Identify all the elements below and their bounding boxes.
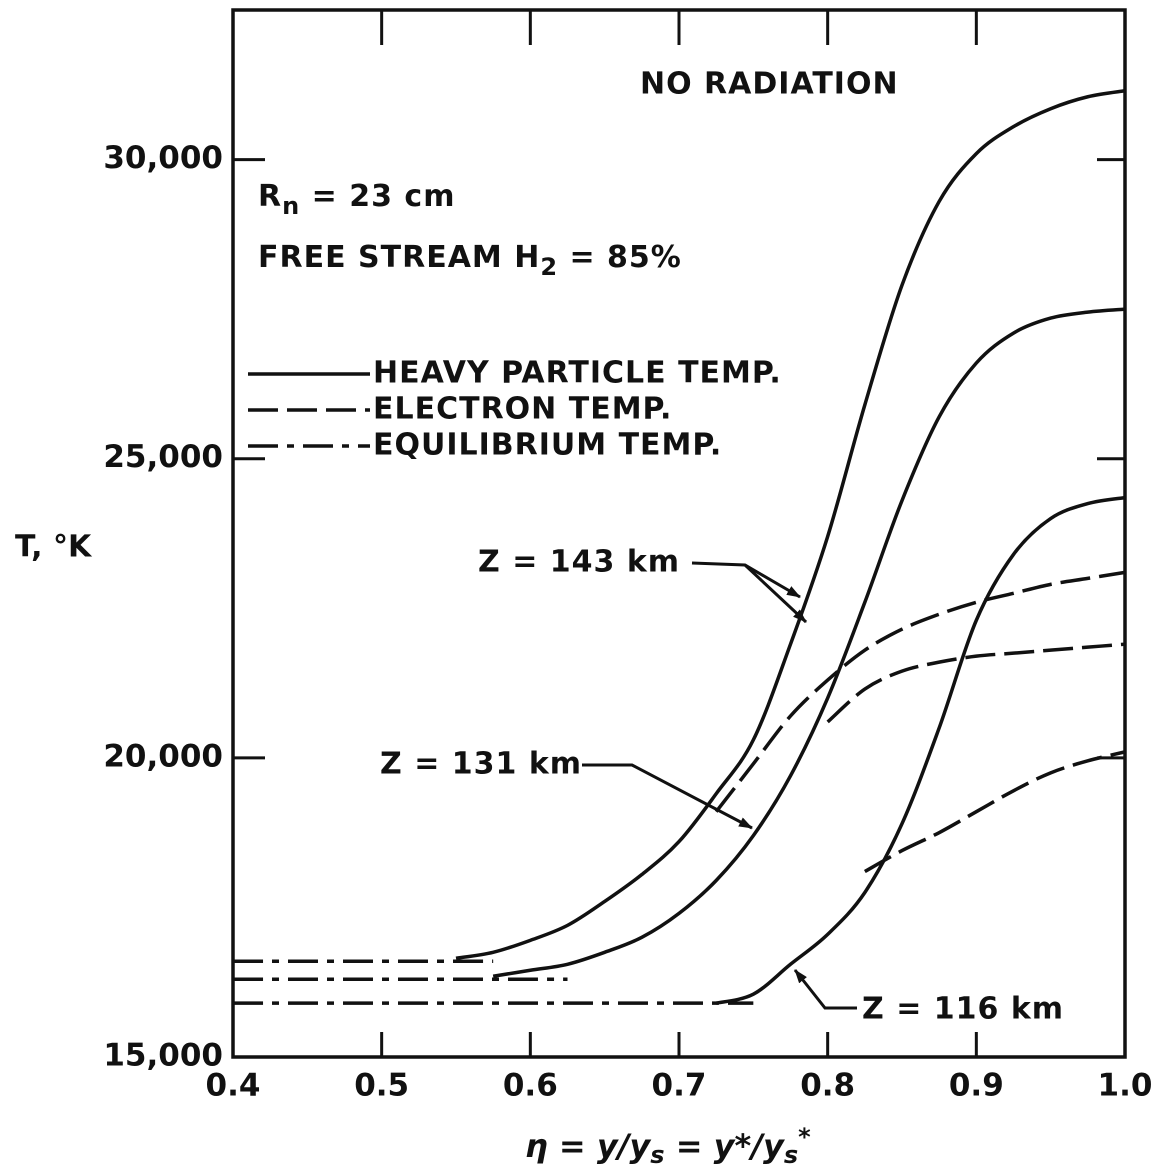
- x-tick-label: 0.5: [354, 1068, 409, 1104]
- arrows: [582, 561, 857, 1010]
- x-tick-label: 1.0: [1098, 1068, 1153, 1104]
- series-line: [455, 89, 1126, 961]
- y-tick-label: 20,000: [103, 738, 223, 774]
- series-line: [492, 307, 1126, 978]
- y-tick-label: 25,000: [103, 439, 223, 475]
- annotation: Rn = 23 cm: [258, 179, 455, 221]
- y-tick-label: 15,000: [103, 1038, 223, 1074]
- annotation: NO RADIATION: [640, 67, 899, 102]
- annotation: Z = 131 km: [380, 747, 582, 782]
- legend-label: ELECTRON TEMP.: [373, 392, 672, 427]
- x-tick-label: 0.6: [503, 1068, 558, 1104]
- annotation: FREE STREAM H2 = 85%: [258, 240, 682, 282]
- series-line: [826, 642, 1126, 724]
- y-axis-label: T, °K: [15, 530, 93, 565]
- series-line: [863, 750, 1126, 874]
- annotation: Z = 116 km: [862, 992, 1064, 1027]
- x-axis-label: η = y/ys = y*/ys*: [525, 1123, 811, 1169]
- x-tick-label: 0.9: [949, 1068, 1004, 1104]
- series-line: [714, 570, 1126, 813]
- legend-label: HEAVY PARTICLE TEMP.: [373, 356, 782, 391]
- x-tick-label: 0.7: [652, 1068, 707, 1104]
- plot-frame: [231, 8, 1127, 1059]
- x-tick-label: 0.8: [800, 1068, 855, 1104]
- annotation: Z = 143 km: [478, 545, 680, 580]
- legend-label: EQUILIBRIUM TEMP.: [373, 428, 722, 463]
- y-tick-label: 30,000: [103, 140, 223, 176]
- x-tick-label: 0.4: [206, 1068, 261, 1104]
- series-line: [715, 495, 1126, 1005]
